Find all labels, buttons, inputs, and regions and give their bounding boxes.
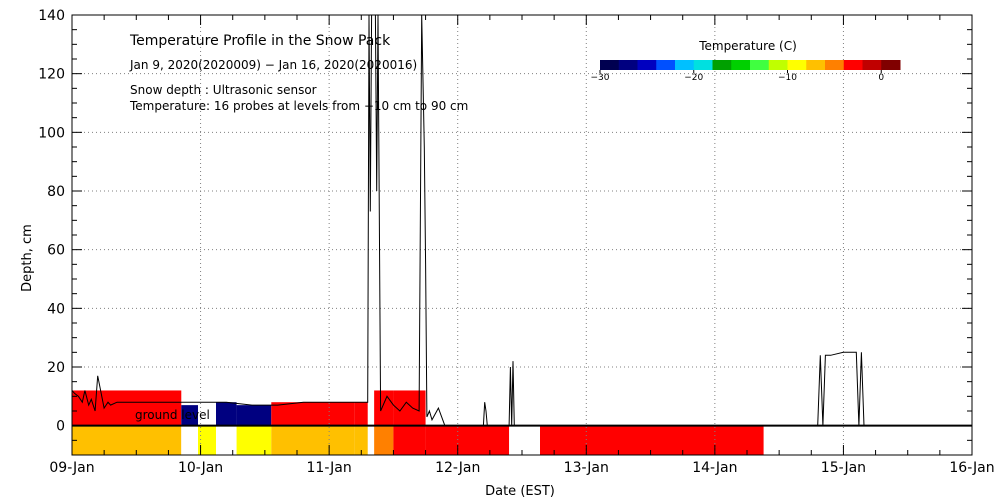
colorbar-swatch: [787, 60, 807, 70]
grid-lines: [72, 15, 972, 455]
colorbar-swatch: [675, 60, 695, 70]
colorbar-tick-label: −20: [684, 73, 703, 83]
colorbar-swatch: [881, 60, 901, 70]
colorbar-swatch: [843, 60, 863, 70]
y-tick-label: 80: [47, 184, 65, 200]
below-ground-band: [393, 425, 426, 455]
colorbar-swatch: [862, 60, 882, 70]
snow-temperature-band: [72, 390, 182, 426]
colorbar-swatch: [693, 60, 713, 70]
below-ground-band: [198, 425, 216, 455]
x-tick-label: 13-Jan: [564, 460, 609, 476]
colorbar-tick-label: 0: [878, 73, 884, 83]
below-ground-band: [763, 425, 972, 455]
x-tick-label: 10-Jan: [178, 460, 223, 476]
x-tick-label: 11-Jan: [307, 460, 352, 476]
snow-depth-line: [71, 14, 972, 427]
chart-subtitle: Jan 9, 2020(2020009) − Jan 16, 2020(2020…: [129, 58, 417, 72]
snow-temperature-band: [271, 402, 355, 426]
colorbar-swatch: [750, 60, 770, 70]
colorbar-tick-label: −30: [591, 73, 610, 83]
x-tick-label: 09-Jan: [49, 460, 94, 476]
x-tick-label: 15-Jan: [821, 460, 866, 476]
colorbar-swatch: [731, 60, 751, 70]
ground-level-label: ground level: [135, 408, 210, 422]
snow-temperature-band: [181, 405, 198, 426]
colorbar-swatch: [656, 60, 676, 70]
below-ground-band: [271, 425, 355, 455]
snow-temperature-band: [354, 402, 368, 426]
y-tick-label: 140: [38, 8, 65, 24]
below-ground-band: [374, 425, 394, 455]
snow-temperature-band: [198, 402, 216, 426]
colorbar-swatch: [712, 60, 732, 70]
y-tick-label: 20: [47, 360, 65, 376]
colorbar-swatch: [825, 60, 845, 70]
colorbar-swatch: [618, 60, 638, 70]
y-tick-label: 100: [38, 125, 65, 141]
y-axis-label: Depth, cm: [20, 224, 35, 292]
note-temperature: Temperature: 16 probes at levels from −1…: [129, 99, 468, 113]
below-ground-band: [216, 425, 237, 455]
y-tick-label: 40: [47, 301, 65, 317]
y-tick-label: 0: [56, 419, 65, 435]
colorbar-swatch: [806, 60, 826, 70]
note-snow-depth: Snow depth : Ultrasonic sensor: [130, 83, 317, 97]
x-tick-label: 16-Jan: [949, 460, 994, 476]
below-ground-band: [540, 425, 764, 455]
below-ground-band: [236, 425, 272, 455]
plot-frame: [71, 14, 973, 456]
x-axis-label: Date (EST): [485, 484, 555, 499]
colorbar-title: Temperature (C): [698, 39, 797, 53]
snow-depth-layer: [71, 14, 972, 427]
below-ground-band: [425, 425, 510, 455]
axis-ticks: 0 20 40 60 80 100 120 140 09-Jan 10-Jan 11-Jan 12-J…: [38, 8, 994, 476]
y-tick-label: 120: [38, 67, 65, 83]
y-tick-label: 60: [47, 243, 65, 259]
temperature-colorbar: −30 −20 −10 0: [591, 60, 901, 83]
temperature-fill-layer: [72, 390, 972, 455]
snow-temperature-band: [393, 390, 426, 426]
snow-temperature-band: [216, 402, 237, 426]
x-tick-label: 14-Jan: [692, 460, 737, 476]
colorbar-tick-label: −10: [778, 73, 797, 83]
snow-temperature-band: [374, 390, 394, 426]
colorbar-swatch: [637, 60, 657, 70]
chart-title: Temperature Profile in the Snow Pack: [129, 33, 391, 49]
snow-temperature-band: [236, 405, 272, 426]
below-ground-band: [354, 425, 368, 455]
below-ground-band: [181, 425, 198, 455]
colorbar-swatch: [600, 60, 620, 70]
x-tick-label: 12-Jan: [435, 460, 480, 476]
colorbar-swatch: [768, 60, 788, 70]
below-ground-band: [72, 425, 182, 455]
below-ground-band: [509, 425, 540, 455]
